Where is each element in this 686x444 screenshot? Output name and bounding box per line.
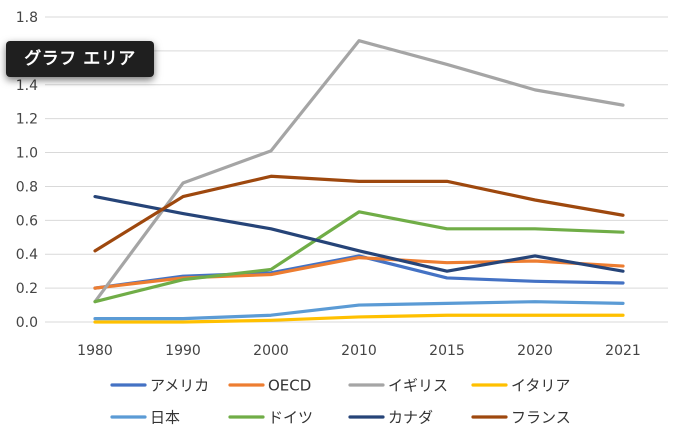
x-tick-label: 2000 [253, 343, 289, 359]
legend-label: イギリス [388, 377, 448, 395]
legend-label: アメリカ [150, 377, 209, 395]
legend-label: イタリア [511, 377, 570, 395]
legend-label: 日本 [150, 409, 180, 427]
y-tick-label: 0.2 [16, 281, 38, 297]
x-tick-label: 1980 [77, 343, 113, 359]
series-line-イタリア [93, 313, 625, 324]
x-tick-label: 2020 [517, 343, 553, 359]
series-line-OECD [93, 256, 625, 290]
legend-label: カナダ [388, 409, 433, 427]
y-tick-label: 0.0 [16, 315, 38, 331]
legend-label: フランス [511, 409, 571, 427]
y-tick-label: 1.4 [16, 78, 38, 94]
x-tick-label: 2010 [341, 343, 377, 359]
y-tick-label: 0.6 [16, 213, 38, 229]
y-tick-label: 1.2 [16, 112, 38, 128]
x-tick-label: 2015 [429, 343, 465, 359]
series-line-ドイツ [93, 210, 625, 304]
series-line-イギリス [93, 39, 625, 304]
chart-area-tooltip: グラフ エリア [6, 41, 154, 77]
legend-label: OECD [268, 377, 311, 395]
y-tick-label: 0.8 [16, 179, 38, 195]
series-line-日本 [93, 300, 625, 321]
series-lines [93, 39, 625, 324]
x-axis-tick-labels: 1980 1990 2000 2010 2015 2020 2021 [77, 343, 641, 359]
y-tick-label: 1.0 [16, 146, 38, 162]
series-line-カナダ [93, 195, 625, 273]
legend-label: ドイツ [268, 409, 313, 427]
series-line-アメリカ [93, 254, 625, 290]
y-tick-label: 0.4 [16, 247, 38, 263]
series-line-フランス [93, 174, 625, 253]
x-tick-label: 1990 [165, 343, 201, 359]
y-tick-label: 1.8 [16, 10, 38, 26]
x-tick-label: 2021 [605, 343, 641, 359]
